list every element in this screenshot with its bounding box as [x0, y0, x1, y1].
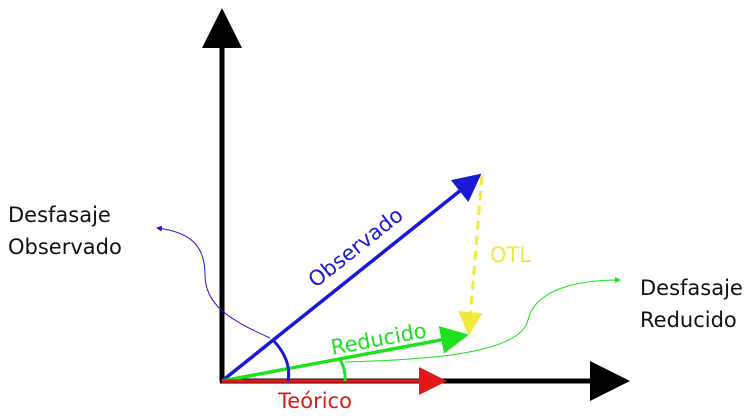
otl-vector [458, 175, 484, 336]
observed-lag-note: Desfasaje [8, 203, 111, 227]
observed-vector [220, 173, 482, 383]
reduced-lag-pointer [344, 277, 621, 363]
observed-lag-note: Observado [8, 235, 122, 259]
otl-label: OTL [490, 243, 531, 267]
reduced-vector [221, 326, 469, 383]
observed-angle-arc [271, 338, 291, 382]
observed-lag-pointer [156, 225, 271, 339]
reduced-label: Reducido [329, 318, 429, 359]
reduced-lag-note: Desfasaje [640, 276, 743, 300]
theoretical-label: Teórico [277, 389, 352, 413]
reduced-angle-arc [338, 358, 347, 382]
reduced-lag-note: Reducido [640, 308, 737, 332]
observed-label: Observado [304, 203, 408, 293]
